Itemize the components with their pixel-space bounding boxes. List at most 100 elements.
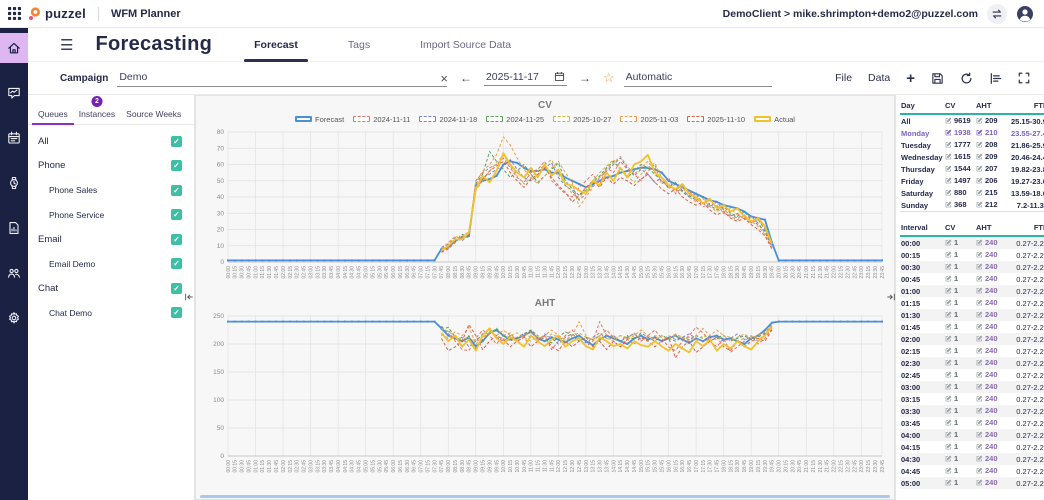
legend-item-2024-11-11[interactable]: 2024-11-11 — [353, 115, 410, 124]
queue-item-phone-service[interactable]: Phone Service✓ — [28, 203, 194, 228]
edit-icon[interactable] — [976, 371, 983, 380]
edit-icon[interactable] — [976, 141, 983, 150]
queue-item-phone-sales[interactable]: Phone Sales✓ — [28, 178, 194, 203]
interval-aht-value[interactable]: 240 — [975, 441, 1010, 453]
interval-aht-value[interactable]: 240 — [975, 417, 1010, 429]
column-header-fte[interactable]: FTE — [1010, 221, 1044, 236]
queue-checkbox[interactable]: ✓ — [171, 160, 182, 171]
interval-cv-value[interactable]: 1 — [944, 417, 975, 429]
interval-row-00-45[interactable]: 00:4512400.27-2.21 — [900, 273, 1044, 285]
interval-aht-value[interactable]: 240 — [975, 249, 1010, 261]
day-row-thursday[interactable]: Thursday154420719.82-23.87 — [900, 163, 1044, 175]
queue-item-phone[interactable]: Phone✓ — [28, 154, 194, 179]
queue-item-email-demo[interactable]: Email Demo✓ — [28, 252, 194, 277]
column-header-cv[interactable]: CV — [944, 221, 975, 236]
interval-cv-value[interactable]: 1 — [944, 453, 975, 465]
add-icon[interactable]: + — [906, 70, 915, 87]
interval-cv-value[interactable]: 1 — [944, 261, 975, 273]
day-cv-value[interactable]: 1938 — [944, 127, 975, 139]
collapse-queues-panel-icon[interactable] — [184, 293, 194, 303]
profile-input[interactable] — [624, 69, 772, 87]
edit-icon[interactable] — [945, 287, 952, 296]
edit-icon[interactable] — [945, 117, 952, 126]
interval-cv-value[interactable]: 1 — [944, 297, 975, 309]
interval-row-03-45[interactable]: 03:4512400.27-2.21 — [900, 417, 1044, 429]
edit-icon[interactable] — [945, 419, 952, 428]
day-cv-value[interactable]: 1615 — [944, 151, 975, 163]
column-header-interval[interactable]: Interval — [900, 221, 944, 236]
interval-aht-value[interactable]: 240 — [975, 465, 1010, 477]
edit-icon[interactable] — [945, 201, 952, 210]
interval-row-00-15[interactable]: 00:1512400.27-2.21 — [900, 249, 1044, 261]
queue-item-chat-demo[interactable]: Chat Demo✓ — [28, 301, 194, 326]
legend-item-2025-11-10[interactable]: 2025-11-10 — [687, 115, 745, 124]
edit-icon[interactable] — [976, 275, 983, 284]
interval-row-05-00[interactable]: 05:0012400.27-2.21 — [900, 477, 1044, 489]
collapse-stats-panel-icon[interactable] — [886, 293, 896, 303]
interval-aht-value[interactable]: 240 — [975, 321, 1010, 333]
puzzel-logo[interactable]: puzzel — [28, 6, 86, 21]
legend-item-2024-11-18[interactable]: 2024-11-18 — [419, 115, 477, 124]
edit-icon[interactable] — [945, 311, 952, 320]
day-row-saturday[interactable]: Saturday88021513.59-18.06 — [900, 187, 1044, 199]
day-cv-value[interactable]: 9619 — [944, 114, 975, 127]
edit-icon[interactable] — [976, 323, 983, 332]
interval-row-02-15[interactable]: 02:1512400.27-2.21 — [900, 345, 1044, 357]
edit-icon[interactable] — [945, 431, 952, 440]
interval-cv-value[interactable]: 1 — [944, 309, 975, 321]
next-date-arrow[interactable]: → — [576, 71, 594, 85]
interval-row-03-15[interactable]: 03:1512400.27-2.21 — [900, 393, 1044, 405]
day-row-friday[interactable]: Friday149720619.27-23.65 — [900, 175, 1044, 187]
interval-row-04-15[interactable]: 04:1512400.27-2.21 — [900, 441, 1044, 453]
day-aht-value[interactable]: 209 — [975, 114, 1010, 127]
interval-aht-value[interactable]: 240 — [975, 309, 1010, 321]
cv-chart-canvas[interactable]: 0102030405060708000:0000:1500:3000:4501:… — [200, 126, 890, 296]
date-input[interactable] — [486, 71, 548, 83]
edit-icon[interactable] — [976, 311, 983, 320]
edit-icon[interactable] — [976, 251, 983, 260]
interval-row-03-30[interactable]: 03:3012400.27-2.21 — [900, 405, 1044, 417]
interval-aht-value[interactable]: 240 — [975, 261, 1010, 273]
day-row-wednesday[interactable]: Wednesday161520920.46-24.48 — [900, 151, 1044, 163]
legend-item-2025-11-03[interactable]: 2025-11-03 — [620, 115, 678, 124]
interval-aht-value[interactable]: 240 — [975, 369, 1010, 381]
interval-cv-value[interactable]: 1 — [944, 345, 975, 357]
interval-row-02-30[interactable]: 02:3012400.27-2.21 — [900, 357, 1044, 369]
edit-icon[interactable] — [945, 455, 952, 464]
campaign-input[interactable] — [117, 69, 447, 87]
aht-chart-canvas[interactable]: 05010015020025000:0000:1500:3000:4501:00… — [200, 310, 890, 490]
edit-icon[interactable] — [976, 383, 983, 392]
queue-checkbox[interactable]: ✓ — [171, 258, 182, 269]
edit-icon[interactable] — [945, 177, 952, 186]
interval-row-01-15[interactable]: 01:1512400.27-2.21 — [900, 297, 1044, 309]
queue-checkbox[interactable]: ✓ — [171, 209, 182, 220]
interval-row-04-00[interactable]: 04:0012400.27-2.21 — [900, 429, 1044, 441]
day-cv-value[interactable]: 368 — [944, 199, 975, 212]
edit-icon[interactable] — [976, 239, 983, 248]
queues-tab-queues[interactable]: Queues — [38, 109, 68, 124]
interval-cv-value[interactable]: 1 — [944, 357, 975, 369]
home-icon[interactable] — [0, 33, 28, 63]
edit-icon[interactable] — [976, 407, 983, 416]
queue-item-all[interactable]: All✓ — [28, 129, 194, 154]
interval-aht-value[interactable]: 240 — [975, 429, 1010, 441]
app-launcher-grid-icon[interactable] — [8, 7, 21, 20]
edit-icon[interactable] — [945, 335, 952, 344]
edit-icon[interactable] — [945, 407, 952, 416]
day-aht-value[interactable]: 212 — [975, 199, 1010, 212]
refresh-icon[interactable] — [960, 72, 973, 85]
interval-row-02-00[interactable]: 02:0012400.27-2.21 — [900, 333, 1044, 345]
edit-icon[interactable] — [976, 359, 983, 368]
legend-item-2025-10-27[interactable]: 2025-10-27 — [553, 115, 611, 124]
interval-cv-value[interactable]: 1 — [944, 381, 975, 393]
interval-aht-value[interactable]: 240 — [975, 393, 1010, 405]
interval-cv-value[interactable]: 1 — [944, 333, 975, 345]
column-header-aht[interactable]: AHT — [975, 99, 1010, 114]
interval-row-01-30[interactable]: 01:3012400.27-2.21 — [900, 309, 1044, 321]
edit-icon[interactable] — [945, 141, 952, 150]
interval-cv-value[interactable]: 1 — [944, 321, 975, 333]
day-row-sunday[interactable]: Sunday3682127.2-11.34 — [900, 199, 1044, 212]
edit-icon[interactable] — [945, 467, 952, 476]
breadcrumb-user[interactable]: mike.shrimpton+demo2@puzzel.com — [793, 8, 978, 20]
interval-aht-value[interactable]: 240 — [975, 333, 1010, 345]
